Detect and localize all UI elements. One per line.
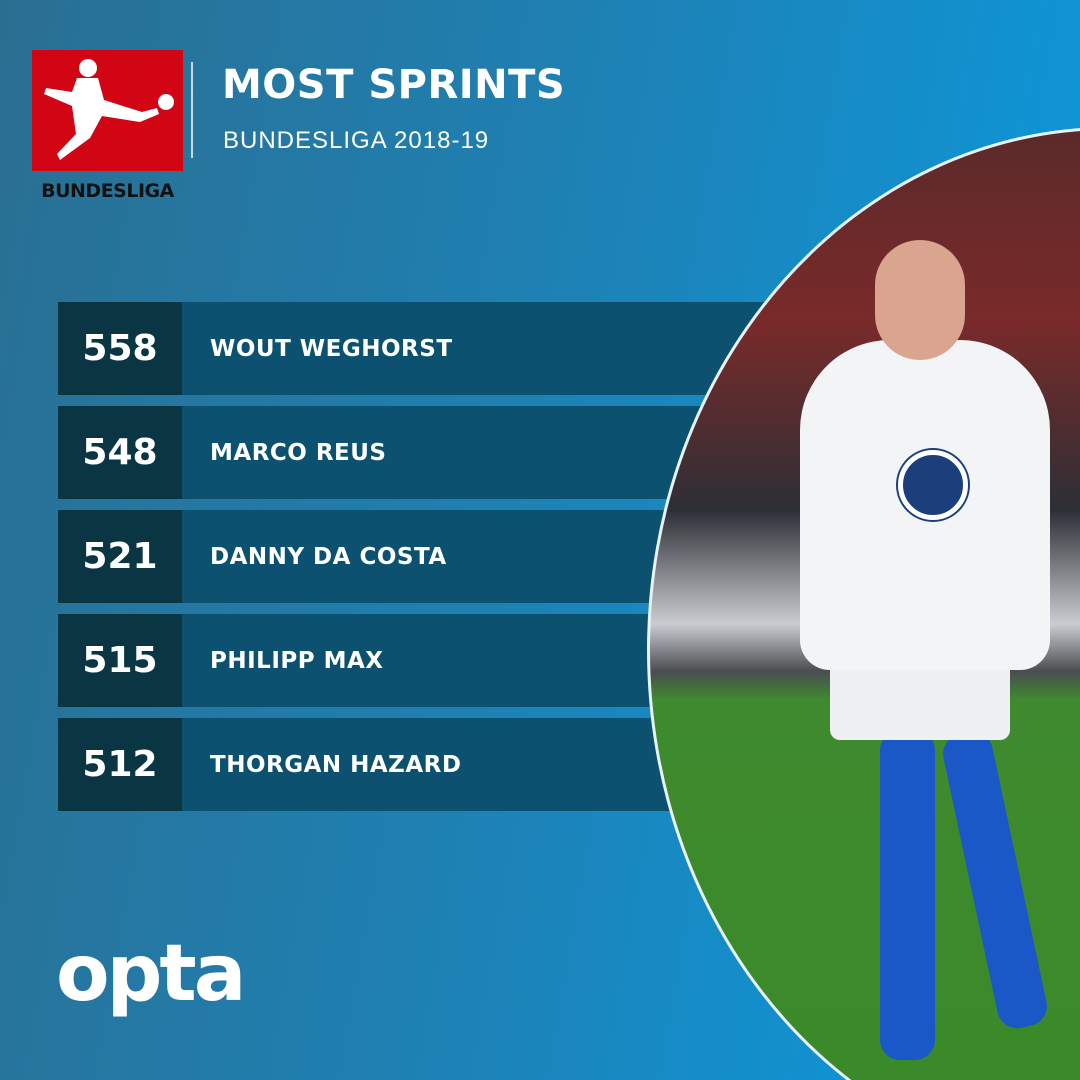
- page-subtitle: BUNDESLIGA 2018-19: [223, 127, 490, 154]
- sprint-count: 548: [58, 406, 182, 499]
- kicking-player-icon: [44, 59, 174, 160]
- player-leg: [880, 730, 935, 1060]
- player-head: [875, 240, 965, 360]
- sprint-count: 515: [58, 614, 182, 707]
- header-divider: [191, 62, 193, 158]
- sprint-count: 521: [58, 510, 182, 603]
- sprint-count: 558: [58, 302, 182, 395]
- sprint-count: 512: [58, 718, 182, 811]
- sponsor-badge-icon: [898, 450, 968, 520]
- opta-logo: opta: [56, 929, 246, 1019]
- ranking-row: 558 WOUT WEGHORST: [58, 302, 818, 395]
- player-photo: [650, 130, 1080, 1080]
- page-title: MOST SPRINTS: [222, 62, 566, 108]
- bundesliga-logo: [32, 50, 183, 171]
- bundesliga-wordmark: BUNDESLIGA: [41, 180, 174, 202]
- player-leg: [939, 728, 1051, 1032]
- player-name: WOUT WEGHORST: [182, 302, 818, 395]
